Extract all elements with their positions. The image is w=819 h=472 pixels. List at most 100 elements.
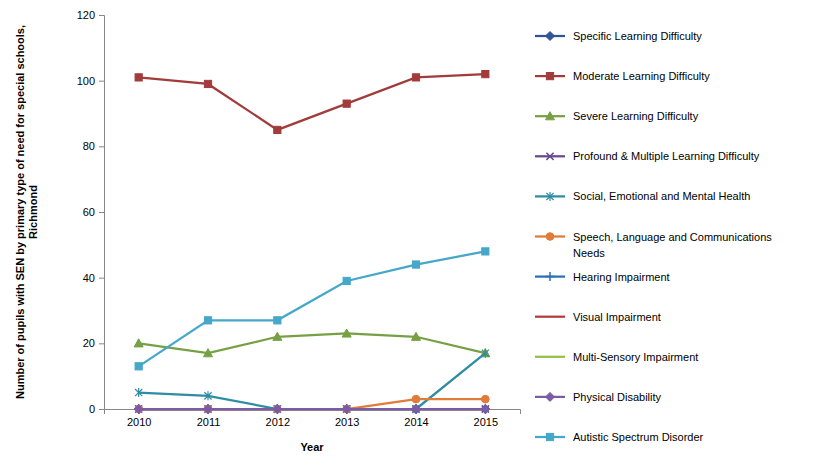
y-tick: 100 — [77, 75, 104, 87]
legend-entry: Autistic Spectrum Disorder — [535, 431, 704, 443]
series-marker — [274, 405, 281, 412]
y-tick-mark — [99, 212, 104, 213]
series-line — [139, 408, 486, 410]
series-line — [139, 353, 486, 409]
series-line — [139, 408, 486, 410]
y-axis-line — [99, 16, 105, 410]
series-marker — [135, 388, 142, 397]
series-marker — [134, 405, 143, 414]
x-tick-label: 2011 — [197, 416, 221, 428]
series-marker — [342, 405, 351, 414]
legend-label: Physical Disability — [573, 391, 662, 403]
series-marker — [481, 405, 490, 414]
series-marker — [135, 74, 142, 81]
y-tick: 60 — [83, 206, 104, 218]
series-marker — [273, 405, 282, 414]
series-line — [139, 408, 486, 410]
series-marker — [412, 405, 421, 414]
y-tick-label: 120 — [77, 9, 95, 21]
series-marker — [412, 261, 419, 268]
y-tick-label: 100 — [77, 75, 95, 87]
series-marker — [342, 405, 351, 414]
legend-label: Speech, Language and CommunicationsNeeds — [573, 231, 772, 259]
series-marker — [273, 405, 282, 414]
series-marker — [342, 405, 351, 414]
series-marker — [204, 80, 211, 87]
legend-marker — [546, 112, 555, 120]
legend-entry: Visual Impairment — [535, 311, 661, 323]
series-marker — [482, 248, 489, 255]
series — [134, 405, 490, 414]
legend-entry: Moderate Learning Difficulty — [535, 70, 710, 82]
series-marker — [134, 339, 143, 347]
legend-label: Moderate Learning Difficulty — [573, 70, 710, 82]
series-marker — [135, 363, 142, 370]
legend-marker — [546, 153, 553, 160]
series-marker — [482, 349, 489, 358]
series-marker — [273, 332, 282, 340]
series-marker — [274, 126, 281, 133]
legend-label: Social, Emotional and Mental Health — [573, 190, 750, 202]
series-marker — [481, 405, 490, 414]
series — [135, 71, 489, 134]
legend-label: Autistic Spectrum Disorder — [573, 431, 704, 443]
legend-label: Severe Learning Difficulty — [573, 110, 699, 122]
series-marker — [482, 395, 490, 403]
series-marker — [343, 405, 351, 413]
y-tick-label: 60 — [83, 206, 95, 218]
legend-marker — [546, 192, 553, 201]
y-tick: 80 — [83, 140, 104, 152]
series — [134, 405, 490, 414]
legend-entry: Physical Disability — [535, 391, 662, 403]
series-marker — [412, 332, 421, 340]
series-marker — [482, 71, 489, 78]
series-marker — [481, 405, 490, 414]
legend-label: Profound & Multiple Learning Difficulty — [573, 150, 760, 162]
series-marker — [204, 405, 213, 414]
series-marker — [412, 405, 419, 412]
series-marker — [343, 100, 350, 107]
y-tick-mark — [99, 146, 104, 147]
y-tick-label: 0 — [89, 403, 95, 415]
y-tick: 0 — [89, 403, 104, 415]
series-line — [139, 251, 486, 366]
series — [135, 405, 489, 412]
x-axis-title: Year — [300, 441, 324, 453]
y-tick: 20 — [83, 337, 104, 349]
series — [139, 409, 486, 410]
series-marker — [204, 349, 213, 357]
legend-marker — [546, 272, 555, 281]
y-tick: 40 — [83, 272, 104, 284]
series-line — [139, 408, 486, 410]
legend-entry: Specific Learning Difficulty — [535, 30, 702, 42]
series-marker — [135, 405, 142, 412]
x-tick-label: 2010 — [127, 416, 151, 428]
y-tick-mark — [99, 278, 104, 279]
x-axis: 201020112012201320142015 — [105, 409, 521, 428]
legend-marker — [546, 233, 554, 241]
series-marker — [343, 277, 350, 284]
series-line — [139, 408, 486, 410]
chart: 020406080100120201020112012201320142015Y… — [0, 0, 819, 472]
legend-marker — [546, 433, 553, 440]
series-marker — [204, 405, 212, 413]
series-marker — [412, 74, 419, 81]
series-marker — [482, 405, 489, 412]
series-line — [139, 333, 486, 353]
series-marker — [481, 349, 490, 357]
y-tick-label: 40 — [83, 272, 95, 284]
x-tick-label: 2012 — [266, 416, 290, 428]
series-marker — [274, 405, 282, 413]
y-tick: 120 — [77, 9, 104, 21]
legend-line — [535, 316, 565, 318]
series-marker — [204, 391, 211, 400]
series — [135, 395, 489, 413]
y-tick-mark — [99, 343, 104, 344]
legend-marker — [546, 73, 553, 80]
series-line — [139, 408, 486, 410]
series-marker — [412, 405, 421, 414]
series — [135, 248, 489, 370]
legend-entry: Severe Learning Difficulty — [535, 110, 699, 122]
y-tick-mark — [99, 409, 104, 410]
series-marker — [343, 405, 350, 414]
